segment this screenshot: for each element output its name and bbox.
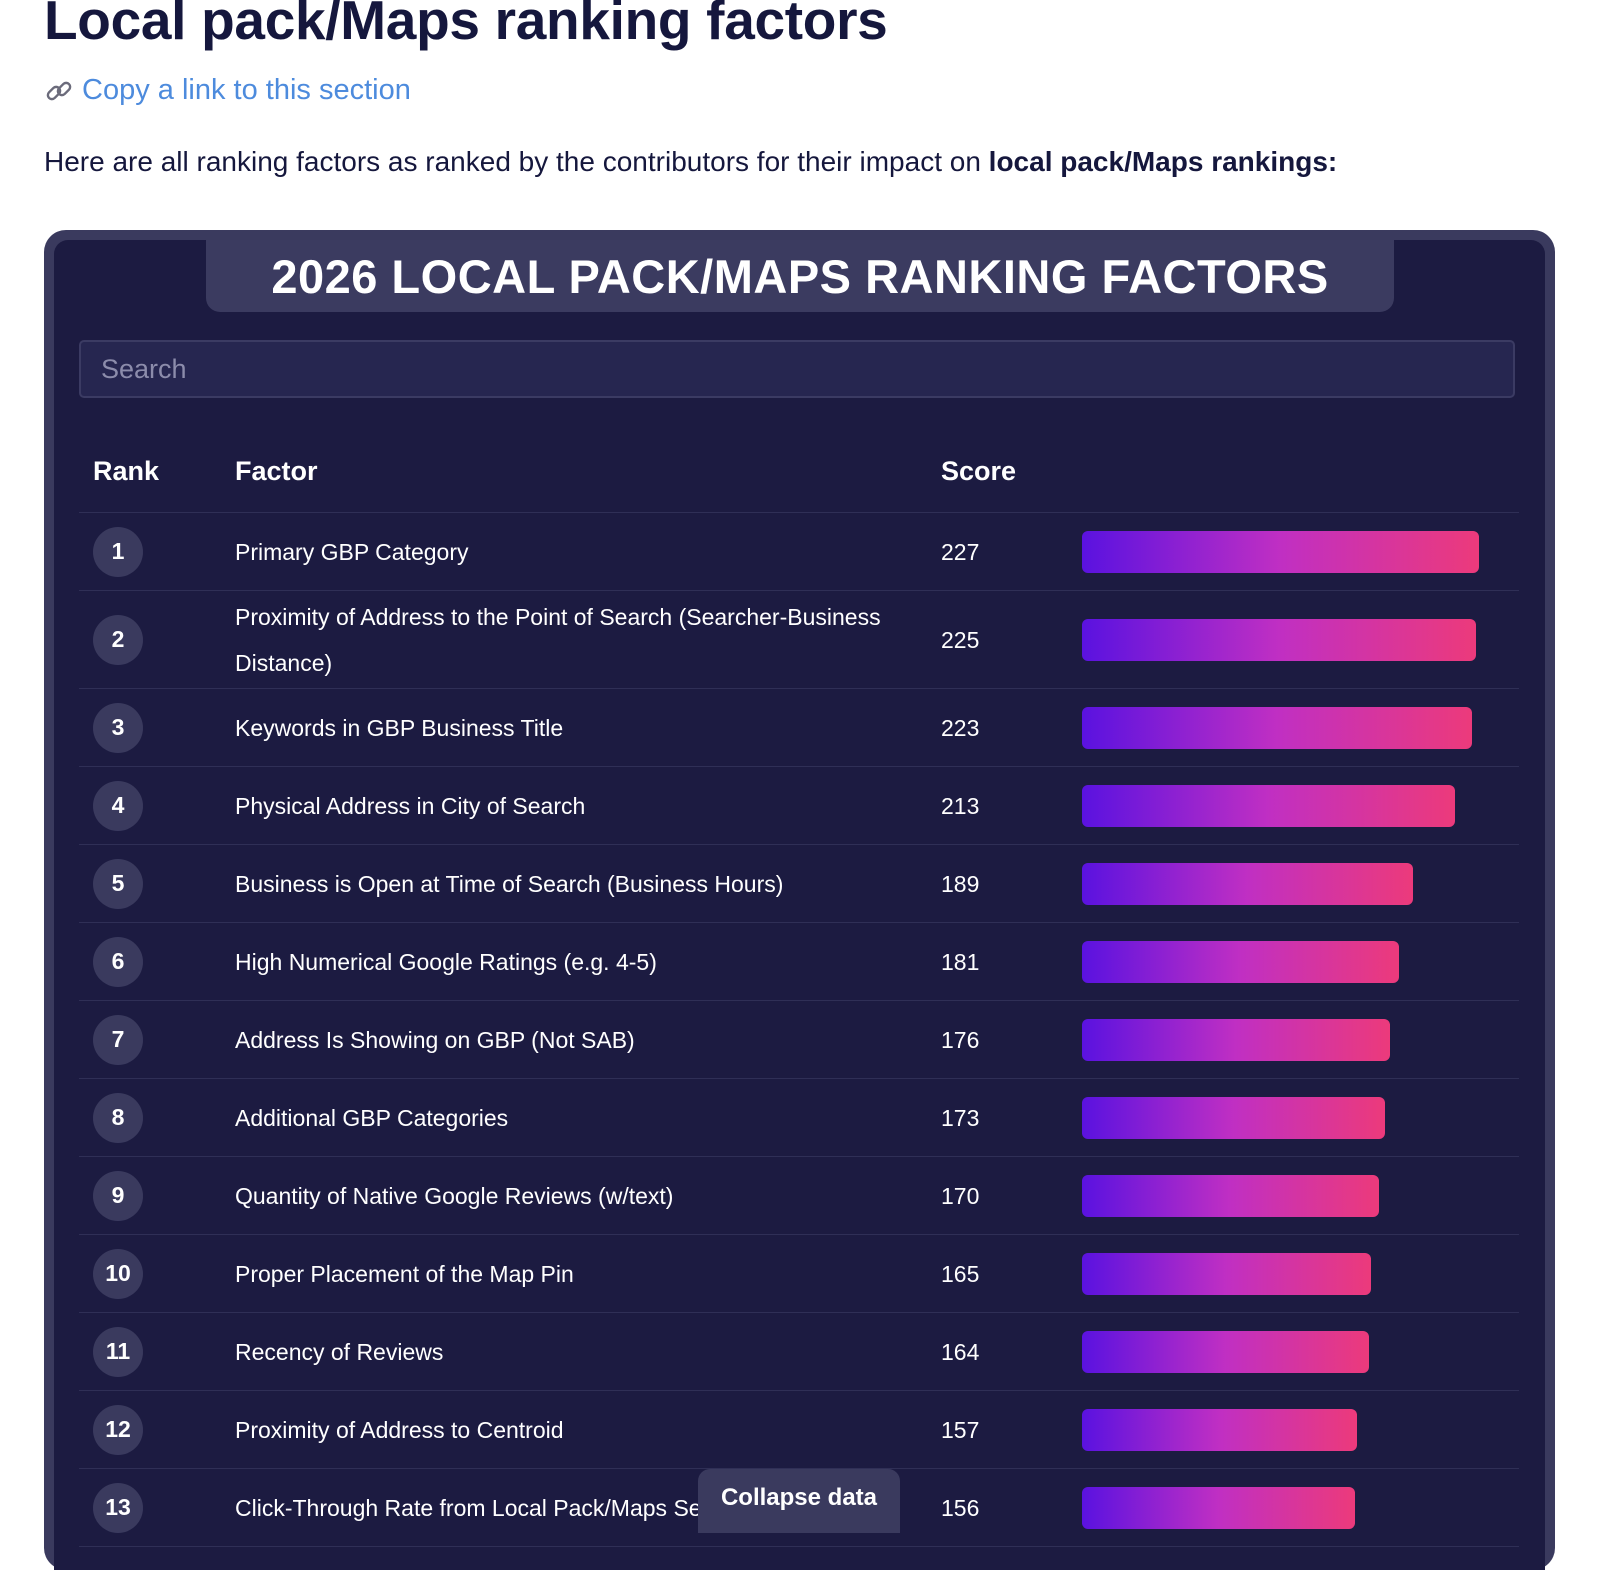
link-icon xyxy=(44,76,74,106)
card-title-tab: 2026 LOCAL PACK/MAPS RANKING FACTORS xyxy=(206,240,1394,312)
rank-badge: 5 xyxy=(93,858,143,909)
copy-section-link[interactable]: Copy a link to this section xyxy=(44,74,411,107)
copy-section-link-label: Copy a link to this section xyxy=(82,74,411,106)
rank-badge: 3 xyxy=(93,702,143,753)
table-row: 10 Proper Placement of the Map Pin 165 xyxy=(79,1235,1519,1313)
factor-name: Proper Placement of the Map Pin xyxy=(235,1260,574,1287)
factor-name: Business is Open at Time of Search (Busi… xyxy=(235,870,784,897)
intro-text-prefix: Here are all ranking factors as ranked b… xyxy=(44,146,989,177)
factor-name: Primary GBP Category xyxy=(235,538,469,565)
table-body: 1 Primary GBP Category 227 2 Proximity of Ad… xyxy=(79,513,1519,1547)
rank-badge: 7 xyxy=(93,1014,143,1065)
table-row: 9 Quantity of Native Google Reviews (w/te… xyxy=(79,1157,1519,1235)
score-bar xyxy=(1082,784,1455,827)
rank-badge: 13 xyxy=(93,1482,143,1533)
column-header-score[interactable]: Score xyxy=(941,456,1017,486)
factor-name: Additional GBP Categories xyxy=(235,1104,509,1131)
score-value: 156 xyxy=(941,1494,980,1521)
score-bar xyxy=(1082,1408,1357,1451)
score-value: 157 xyxy=(941,1416,980,1443)
rank-badge: 11 xyxy=(93,1326,143,1377)
score-bar xyxy=(1082,1096,1385,1139)
score-value: 181 xyxy=(941,948,980,975)
table-row: 1 Primary GBP Category 227 xyxy=(79,513,1519,591)
rank-badge: 2 xyxy=(93,614,143,665)
factor-name: Physical Address in City of Search xyxy=(235,792,586,819)
table-row: 6 High Numerical Google Ratings (e.g. 4-5… xyxy=(79,923,1519,1001)
intro-text: Here are all ranking factors as ranked b… xyxy=(44,146,1337,178)
score-value: 227 xyxy=(941,538,980,565)
score-bar xyxy=(1082,530,1479,573)
score-value: 165 xyxy=(941,1260,980,1287)
table-row: 8 Additional GBP Categories 173 xyxy=(79,1079,1519,1157)
ranking-table: Rank Factor Score 1 Primary GBP Category 2… xyxy=(79,430,1519,1547)
ranking-factors-card: 2026 LOCAL PACK/MAPS RANKING FACTORS Ran… xyxy=(44,230,1555,1570)
table-row: 7 Address Is Showing on GBP (Not SAB) 176 xyxy=(79,1001,1519,1079)
card-title: 2026 LOCAL PACK/MAPS RANKING FACTORS xyxy=(271,249,1329,303)
factor-name: Recency of Reviews xyxy=(235,1338,444,1365)
score-value: 225 xyxy=(941,626,980,653)
factor-name: Keywords in GBP Business Title xyxy=(235,714,564,741)
score-bar xyxy=(1082,1330,1369,1373)
table-row: 11 Recency of Reviews 164 xyxy=(79,1313,1519,1391)
rank-badge: 10 xyxy=(93,1248,143,1299)
intro-text-bold: local pack/Maps rankings: xyxy=(988,146,1338,177)
page-title: Local pack/Maps ranking factors xyxy=(44,0,888,51)
column-header-factor[interactable]: Factor xyxy=(235,456,318,486)
rank-badge: 6 xyxy=(93,936,143,987)
column-header-rank[interactable]: Rank xyxy=(93,456,160,486)
score-bar xyxy=(1082,1174,1379,1217)
ranking-factors-panel: 2026 LOCAL PACK/MAPS RANKING FACTORS Ran… xyxy=(54,240,1545,1570)
score-bar xyxy=(1082,1018,1390,1061)
score-value: 173 xyxy=(941,1104,980,1131)
score-value: 164 xyxy=(941,1338,980,1365)
factor-name: Proximity of Address to Centroid xyxy=(235,1416,564,1443)
score-bar xyxy=(1082,1486,1355,1529)
table-row: 3 Keywords in GBP Business Title 223 xyxy=(79,689,1519,767)
factor-name: Quantity of Native Google Reviews (w/tex… xyxy=(235,1182,674,1209)
score-bar xyxy=(1082,940,1399,983)
score-value: 213 xyxy=(941,792,980,819)
score-value: 189 xyxy=(941,870,980,897)
table-row: 4 Physical Address in City of Search 213 xyxy=(79,767,1519,845)
score-bar xyxy=(1082,706,1472,749)
rank-badge: 1 xyxy=(93,526,143,577)
rank-badge: 12 xyxy=(93,1404,143,1455)
factor-name: Address Is Showing on GBP (Not SAB) xyxy=(235,1026,635,1053)
table-header: Rank Factor Score xyxy=(79,430,1519,513)
search-input[interactable] xyxy=(79,340,1515,398)
factor-name: Proximity of Address to the Point of Sea… xyxy=(235,604,881,676)
rank-badge: 8 xyxy=(93,1092,143,1143)
score-value: 170 xyxy=(941,1182,980,1209)
score-value: 176 xyxy=(941,1026,980,1053)
rank-badge: 9 xyxy=(93,1170,143,1221)
score-bar xyxy=(1082,862,1413,905)
table-row: 12 Proximity of Address to Centroid 157 xyxy=(79,1391,1519,1469)
score-bar xyxy=(1082,1252,1371,1295)
rank-badge: 4 xyxy=(93,780,143,831)
collapse-data-button[interactable]: Collapse data xyxy=(698,1469,900,1533)
table-row: 2 Proximity of Address to the Point of Se… xyxy=(79,591,1519,689)
score-bar xyxy=(1082,618,1476,661)
factor-name: High Numerical Google Ratings (e.g. 4-5) xyxy=(235,948,657,975)
score-value: 223 xyxy=(941,714,980,741)
table-row: 5 Business is Open at Time of Search (Bus… xyxy=(79,845,1519,923)
